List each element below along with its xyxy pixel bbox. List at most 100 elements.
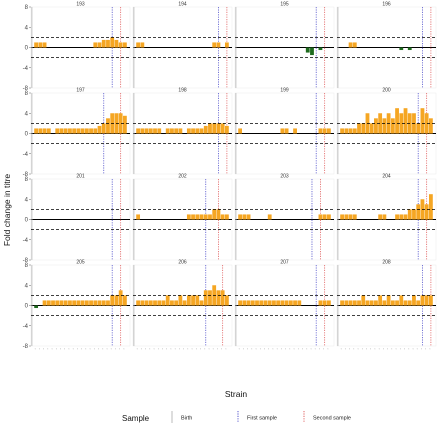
bar (276, 300, 281, 306)
bar (34, 305, 39, 309)
strain-tick-label: • (370, 348, 373, 351)
legend-label: First sample (247, 416, 277, 422)
bar (199, 300, 204, 306)
strain-tick-label: • (72, 348, 75, 351)
strain-tick-label: • (140, 348, 143, 351)
strain-tick-label: • (149, 348, 152, 351)
bar (186, 128, 191, 134)
strain-tick-label: • (97, 348, 100, 351)
bar (340, 300, 345, 306)
bar (178, 295, 183, 306)
bar (80, 128, 85, 134)
y-tick-label: 8 (25, 5, 29, 11)
bar (390, 300, 395, 306)
bar (114, 39, 119, 48)
strain-tick-label: • (238, 348, 241, 351)
bar (84, 300, 89, 306)
strain-tick-label: • (293, 348, 296, 351)
legend-item-first_sample: First sample (232, 410, 277, 424)
bar (153, 300, 157, 306)
bar (76, 300, 81, 306)
bar (55, 128, 60, 134)
strain-tick-label: • (276, 348, 279, 351)
strain-tick-label: • (246, 348, 249, 351)
panel-title: 194 (178, 2, 187, 8)
panel-207: 207• • • • • • • • • • • • • • • • • • • • • • (234, 260, 335, 351)
bar (68, 128, 72, 134)
bar (110, 295, 115, 306)
panel-200: 200 (336, 88, 437, 175)
bar (42, 42, 47, 48)
bar (318, 128, 323, 134)
bar (136, 42, 141, 48)
strain-tick-label: • (386, 348, 389, 351)
bar (118, 42, 123, 48)
bar (144, 128, 149, 134)
strain-tick-label: • (408, 348, 411, 351)
bar (224, 214, 229, 220)
strain-tick-label: • (136, 348, 139, 351)
bar (407, 300, 412, 306)
y-tick-label: -4 (23, 66, 29, 72)
bar (284, 300, 289, 306)
bar (106, 118, 110, 134)
bar (416, 123, 421, 134)
bar (63, 300, 68, 306)
strain-tick-label: • (395, 348, 398, 351)
bar (365, 300, 370, 306)
bar (272, 300, 276, 306)
y-tick-label: 4 (25, 283, 29, 289)
strain-tick-label: • (259, 348, 262, 351)
bar (344, 214, 349, 220)
bar (191, 295, 195, 306)
bar (378, 295, 383, 306)
bar (326, 128, 331, 134)
panel-197: 197 -8 -4 0 4 8 (23, 88, 131, 178)
strain-tick-label: • (114, 348, 117, 351)
y-tick-label: -4 (23, 238, 29, 244)
bar (399, 295, 404, 306)
y-tick-label: 0 (25, 132, 29, 138)
strain-tick-label: • (106, 348, 109, 351)
bar (348, 128, 353, 134)
bar (101, 123, 106, 134)
strain-tick-label: • (251, 348, 254, 351)
bar (203, 290, 208, 306)
strain-tick-label: • (424, 348, 427, 351)
strain-tick-label: • (110, 348, 113, 351)
bar (399, 113, 404, 134)
y-tick-label: 4 (25, 197, 29, 203)
bar (46, 128, 51, 134)
strain-tick-label: • (199, 348, 202, 351)
bar (288, 300, 293, 306)
strain-tick-label: • (195, 348, 198, 351)
strain-tick-label: • (89, 348, 92, 351)
panel-204: 204 (336, 174, 437, 261)
bar (191, 214, 195, 220)
y-tick-label: 0 (25, 46, 29, 52)
strain-tick-label: • (403, 348, 406, 351)
y-tick-label: -4 (23, 324, 29, 330)
bar (42, 300, 47, 306)
bar (318, 300, 323, 306)
bar (344, 128, 349, 134)
strain-tick-label: • (357, 348, 360, 351)
bar (199, 128, 204, 134)
bar (259, 300, 264, 306)
bar (412, 295, 416, 306)
y-tick-label: 8 (25, 263, 29, 269)
strain-tick-label: • (318, 348, 321, 351)
strain-tick-label: • (182, 348, 185, 351)
bar (416, 204, 421, 220)
legend-item-second_sample: Second sample (298, 410, 351, 424)
bar (352, 214, 357, 220)
bar (361, 123, 366, 134)
bar (191, 128, 195, 134)
bar (382, 300, 387, 306)
bar (352, 42, 357, 48)
strain-tick-label: • (365, 348, 368, 351)
strain-tick-label: • (327, 348, 330, 351)
bar (122, 42, 127, 48)
strain-tick-label: • (208, 348, 211, 351)
